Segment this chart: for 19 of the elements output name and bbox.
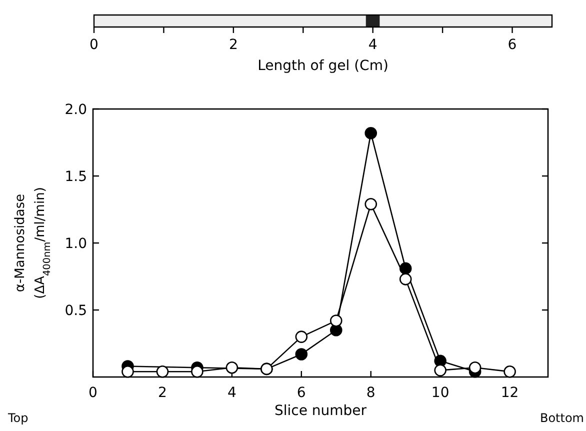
x-tick-label: 0	[88, 385, 98, 401]
x-tick-label: 12	[500, 385, 519, 401]
x-tick-label: 4	[227, 385, 236, 401]
x-tick-label: 4	[368, 37, 378, 53]
y-tick-label: 1.0	[64, 236, 87, 252]
x-axis-title: Slice number	[274, 403, 367, 419]
x-tick-label: 6	[296, 385, 306, 401]
x-tick-label: 2	[228, 37, 238, 53]
text: Bottom	[540, 411, 584, 425]
x-tick-label: 10	[431, 385, 450, 401]
x-axis-title: Length of gel (Cm)	[258, 58, 388, 74]
x-tick-label: 6	[508, 37, 517, 53]
y-tick-label: 2.0	[64, 102, 87, 118]
text: Top	[7, 411, 28, 425]
y-tick-label: 1.5	[64, 169, 87, 185]
y-tick-label: 0.5	[64, 303, 87, 319]
x-tick-label: 0	[90, 37, 98, 53]
x-tick-label: 8	[366, 385, 376, 401]
x-tick-label: 2	[158, 385, 167, 401]
